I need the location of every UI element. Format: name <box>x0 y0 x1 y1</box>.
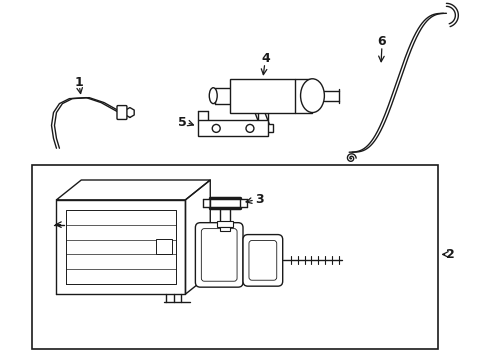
FancyBboxPatch shape <box>117 105 127 120</box>
Circle shape <box>212 125 220 132</box>
Bar <box>230 79 294 113</box>
Bar <box>220 227 230 231</box>
Text: 3: 3 <box>255 193 264 206</box>
FancyBboxPatch shape <box>248 240 276 280</box>
Bar <box>32 165 438 349</box>
Text: 2: 2 <box>445 248 454 261</box>
Text: 5: 5 <box>178 116 186 129</box>
Text: 6: 6 <box>377 35 386 48</box>
Bar <box>155 239 171 255</box>
FancyBboxPatch shape <box>243 235 282 286</box>
FancyBboxPatch shape <box>195 223 243 287</box>
Bar <box>252 125 272 132</box>
Circle shape <box>245 125 253 132</box>
Text: 4: 4 <box>261 53 270 66</box>
Ellipse shape <box>300 79 324 113</box>
Bar <box>217 221 233 227</box>
FancyBboxPatch shape <box>201 229 237 281</box>
Text: 1: 1 <box>75 76 83 89</box>
Ellipse shape <box>209 88 217 104</box>
Bar <box>198 121 267 136</box>
